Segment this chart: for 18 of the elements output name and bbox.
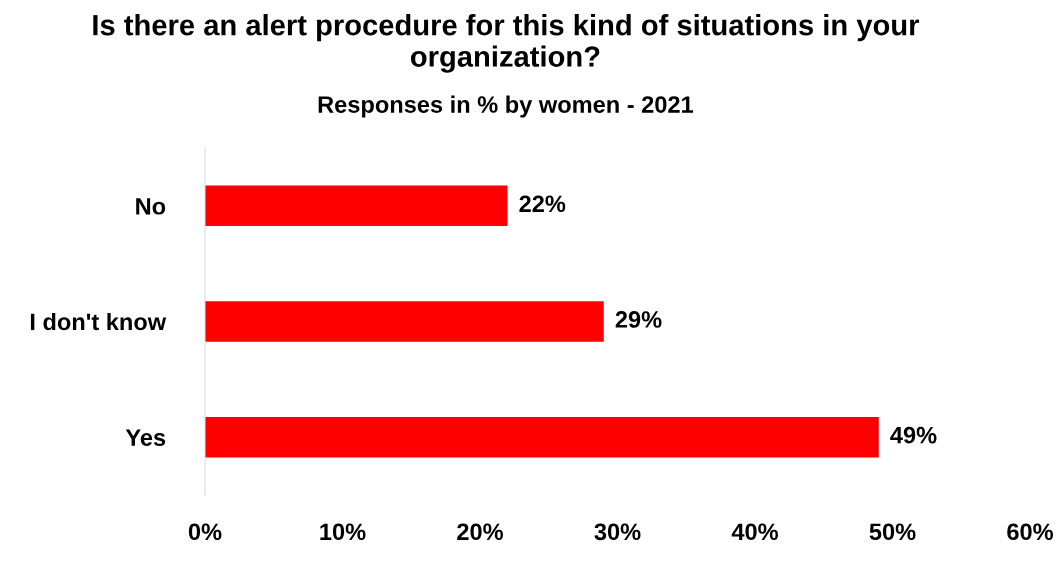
- data-label: 22%: [519, 195, 566, 213]
- bar: [205, 416, 879, 458]
- bar: [205, 185, 508, 227]
- y-tick-label: No: [136, 198, 166, 215]
- x-tick-label: 0%: [188, 523, 222, 541]
- data-label: 29%: [615, 311, 662, 328]
- x-tick-label: 10%: [320, 523, 366, 541]
- x-tick-label: 50%: [869, 523, 916, 541]
- chart-title: Is there an alert procedure for this kind of situations in your organization?: [93, 14, 920, 73]
- data-label: 49%: [890, 426, 937, 444]
- x-tick-label: 60%: [1007, 523, 1054, 541]
- y-tick-label: I don't know: [30, 312, 167, 331]
- y-tick-label: Yes: [125, 429, 166, 446]
- x-tick-label: 40%: [731, 523, 779, 541]
- chart-subtitle: Responses in % by women - 2021: [318, 95, 694, 118]
- x-tick-label: 20%: [457, 523, 504, 541]
- x-tick-label: 30%: [594, 523, 641, 541]
- bar: [205, 301, 604, 342]
